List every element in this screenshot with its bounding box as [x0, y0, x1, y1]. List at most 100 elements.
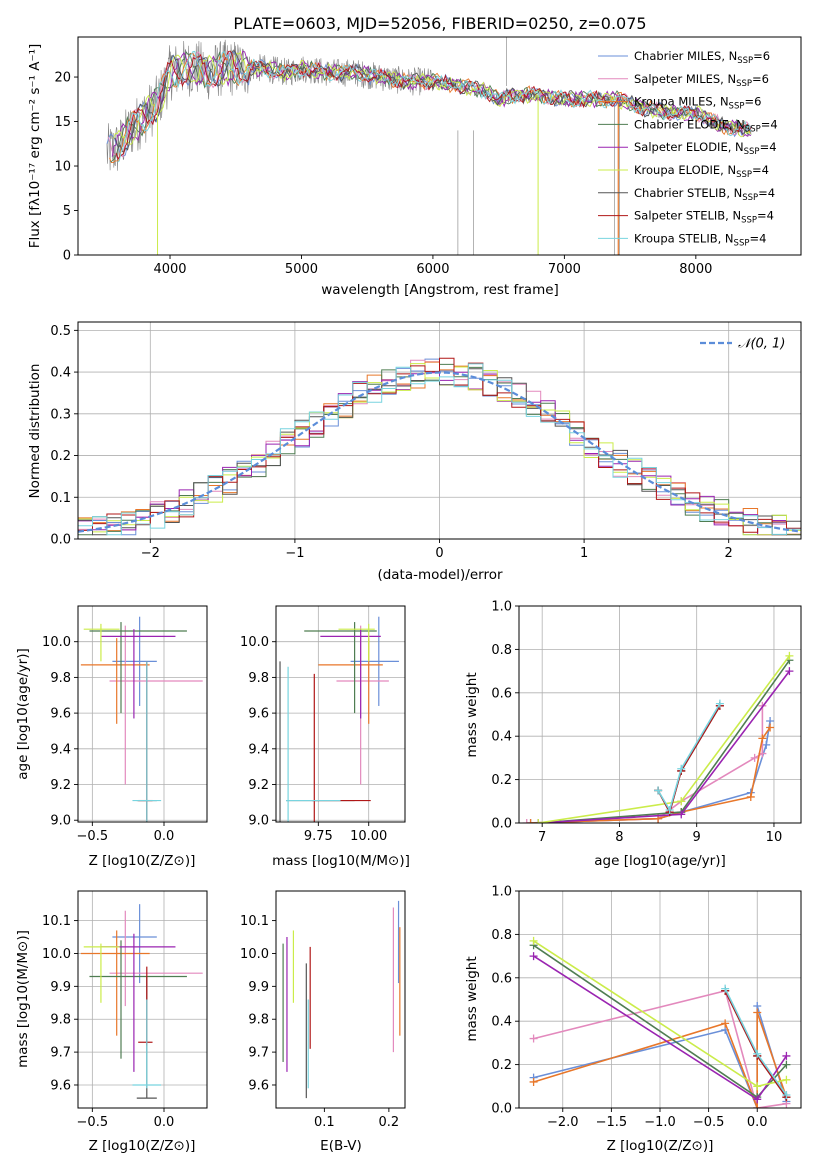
x-tick-label: 0.0 — [154, 1115, 175, 1130]
legend-label-sub: SSP — [741, 216, 757, 226]
y-tick-label: 9.8 — [50, 1013, 71, 1028]
mass-vs-Z-ylabel: mass [log10(M/M⊙)] — [15, 930, 31, 1068]
series-marker — [715, 699, 724, 708]
spectrum-title: PLATE=0603, MJD=52056, FIBERID=0250, z=0… — [233, 14, 646, 33]
series-marker — [721, 1019, 730, 1028]
series-line — [657, 703, 721, 813]
axes-frame — [77, 890, 208, 1109]
legend-label: Chabrier ELODIE, NSSP=4 — [634, 117, 778, 134]
y-tick-label: 1.0 — [491, 885, 512, 900]
x-tick-label: 0 — [435, 546, 443, 561]
series-marker — [677, 797, 686, 806]
y-tick-label: 1.0 — [491, 600, 512, 615]
legend-label: Chabrier STELIB, NSSP=4 — [634, 186, 775, 203]
y-tick-label: 0.8 — [491, 928, 512, 943]
series-marker — [753, 1095, 762, 1104]
mass-vs-ebv-xlabel: E(B-V) — [320, 1138, 362, 1154]
y-tick-label: 9.0 — [248, 814, 269, 829]
histogram-plot: −2 −1 0 1 2 0.0 0.1 0.2 0.3 0.4 0.5 — [50, 321, 802, 561]
legend-label: Chabrier MILES, NSSP=6 — [634, 49, 770, 66]
legend-label-suffix: =4 — [749, 231, 766, 245]
y-tick-label: 0.0 — [50, 533, 71, 548]
series-marker — [762, 740, 771, 749]
y-tick-label: 15 — [54, 115, 71, 130]
x-tick-label: 0.2 — [379, 1115, 400, 1130]
y-tick-label: 10.1 — [240, 914, 269, 929]
x-tick-label: −0.5 — [77, 829, 109, 844]
y-tick-label: 0 — [63, 249, 71, 264]
series-marker — [753, 1082, 762, 1091]
legend-label-suffix: =4 — [761, 117, 778, 131]
legend-label: Salpeter ELODIE, NSSP=4 — [634, 140, 777, 157]
model-spectrum-chabrier-elodie — [110, 51, 750, 163]
normal-legend-label: 𝒩(0, 1) — [738, 337, 785, 352]
x-tick-label: 6000 — [416, 262, 449, 277]
legend-label-main: Salpeter MILES, N — [634, 72, 736, 86]
mass-vs-Z-xlabel: Z [log10(Z/Z⊙)] — [89, 1138, 196, 1154]
y-tick-label: 9.8 — [248, 671, 269, 686]
weight-vs-Z-xlabel: Z [log10(Z/Z⊙)] — [607, 1138, 714, 1154]
y-tick-label: 0.2 — [491, 1058, 512, 1073]
legend-label: Kroupa ELODIE, NSSP=4 — [634, 163, 769, 180]
legend-label-sub: SSP — [734, 238, 750, 248]
histogram-legend: 𝒩(0, 1) — [700, 337, 785, 352]
y-tick-label: 9.7 — [50, 1046, 71, 1061]
series-marker — [782, 1060, 791, 1069]
x-tick-label: −1.5 — [596, 1115, 628, 1130]
age-vs-mass-xlabel: mass [log10(M/M⊙)] — [272, 853, 410, 869]
series-marker — [534, 819, 543, 823]
histogram-xlabel: (data-model)/error — [377, 567, 503, 583]
series-marker — [782, 1051, 791, 1060]
plot-area — [80, 616, 203, 822]
series-marker — [529, 936, 538, 945]
legend-label-sub: SSP — [737, 56, 753, 66]
legend-label-sub: SSP — [744, 147, 760, 157]
age-vs-mass-plot: 9.75 10.00 9.0 9.2 9.4 9.6 9.8 10.0 — [240, 605, 406, 844]
y-tick-label: 0.4 — [50, 366, 71, 381]
legend-label-sub: SSP — [736, 79, 752, 89]
y-tick-label: 0.6 — [491, 686, 512, 701]
y-tick-label: 9.9 — [248, 980, 269, 995]
x-tick-label: 10.00 — [350, 829, 387, 844]
plot-area — [279, 616, 399, 822]
y-tick-label: 20 — [54, 71, 71, 86]
y-tick-label: 9.6 — [50, 707, 71, 722]
axes-frame — [77, 605, 208, 823]
series-marker — [758, 734, 767, 743]
plot-area — [78, 357, 801, 539]
axes-frame — [77, 36, 802, 256]
y-tick-label: 9.4 — [248, 742, 269, 757]
x-tick-label: 4000 — [153, 262, 186, 277]
x-tick-label: 1 — [580, 546, 588, 561]
x-tick-label: 0.0 — [154, 829, 175, 844]
histogram-panel: −2 −1 0 1 2 0.0 0.1 0.2 0.3 0.4 0.5 (data-model)/e… — [27, 321, 802, 583]
y-tick-label: 10.0 — [240, 635, 269, 650]
y-tick-label: 0.0 — [491, 1102, 512, 1117]
series-marker — [746, 792, 755, 801]
series-marker — [782, 1090, 791, 1099]
y-tick-label: 9.2 — [248, 778, 269, 793]
y-tick-label: 10.0 — [240, 947, 269, 962]
y-tick-label: 0.3 — [50, 407, 71, 422]
x-tick-label: 8 — [615, 830, 623, 845]
model-spectrum-kroupa-stelib — [117, 50, 751, 163]
age-vs-Z-ylabel: age [log10(age/yr)] — [15, 648, 31, 780]
axes-frame — [275, 605, 406, 823]
weight-vs-Z-plot: −2.0 −1.5 −1.0 −0.5 0.0 0.0 0.2 0.4 0.6 0.8 1.0 — [491, 885, 802, 1130]
x-tick-label: 0.1 — [314, 1115, 335, 1130]
x-tick-label: 2 — [725, 546, 733, 561]
legend-label-sub: SSP — [742, 193, 758, 203]
histogram-ylabel: Normed distribution — [27, 364, 43, 499]
y-tick-label: 0.6 — [491, 971, 512, 986]
plot-area — [282, 900, 401, 1099]
legend-label-suffix: =4 — [760, 140, 777, 154]
axes-frame — [518, 605, 802, 824]
series-marker — [753, 1008, 762, 1017]
x-tick-label: −2.0 — [547, 1115, 579, 1130]
x-tick-label: 0.0 — [747, 1115, 768, 1130]
weight-vs-Z-ylabel: mass weight — [464, 956, 480, 1041]
legend-label-suffix: =6 — [744, 95, 761, 109]
x-tick-label: −2 — [141, 546, 160, 561]
